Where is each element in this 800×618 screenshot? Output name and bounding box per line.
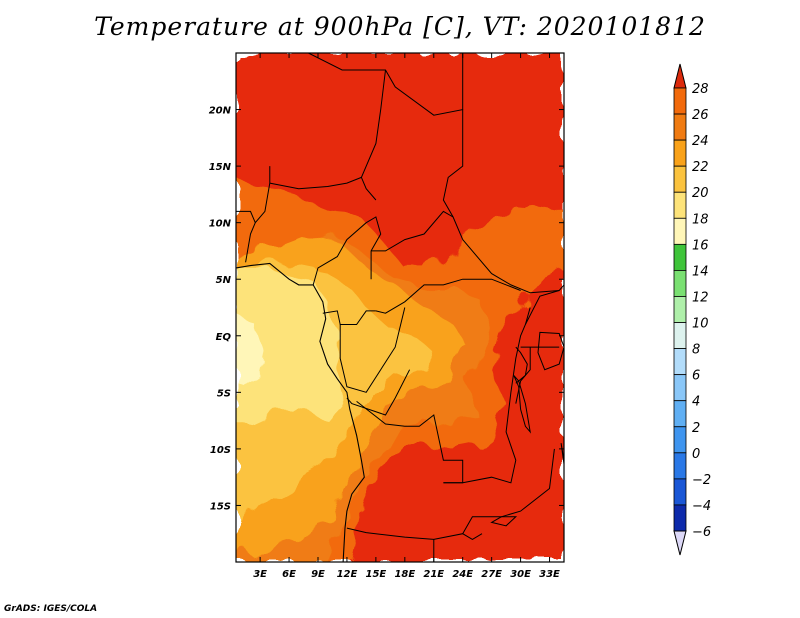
colorbar-label: 12 — [692, 290, 709, 305]
colorbar-label: 20 — [692, 186, 709, 201]
y-tick-label: 5S — [217, 388, 231, 399]
colorbar-label: 28 — [692, 82, 709, 97]
y-tick-label: 10S — [210, 445, 231, 456]
x-tick-label: 3E — [253, 569, 267, 580]
colorbar-swatch — [673, 87, 687, 115]
colorbar-label: 10 — [692, 317, 709, 332]
colorbar-label: 6 — [692, 369, 700, 384]
country-border — [312, 216, 382, 286]
y-tick-label: 15S — [210, 501, 231, 512]
x-tick-label: 9E — [311, 569, 325, 580]
colorbar-label: 2 — [692, 421, 700, 436]
colorbar-over-triangle — [673, 63, 687, 89]
country-border — [375, 278, 521, 314]
lake-outline — [537, 331, 564, 371]
temp-region-5 — [236, 267, 347, 427]
map-title: Temperature at 900hPa [C], VT: 202010181… — [94, 12, 706, 41]
colorbar-swatch — [673, 217, 687, 245]
colorbar-label: −6 — [692, 525, 711, 540]
country-border — [356, 401, 464, 484]
country-border — [515, 346, 528, 384]
colorbar-swatch — [673, 296, 687, 323]
y-tick-label: 5N — [216, 275, 232, 286]
colorbar-label: 24 — [692, 134, 709, 149]
country-border — [339, 307, 406, 393]
colorbar-label: 4 — [692, 395, 700, 410]
x-tick-label: 33E — [539, 569, 560, 580]
colorbar-label: 16 — [692, 238, 709, 253]
colorbar-swatch — [673, 504, 687, 532]
colorbar-label: 26 — [692, 108, 709, 123]
x-tick-label: 24E — [452, 569, 473, 580]
x-tick-label: 12E — [337, 569, 358, 580]
x-tick-label: 21E — [423, 569, 444, 580]
country-border — [346, 369, 411, 416]
colorbar-swatch — [673, 426, 687, 454]
country-border — [236, 210, 256, 223]
coastline — [236, 262, 365, 562]
colorbar-label: −2 — [692, 473, 711, 488]
country-border — [360, 69, 386, 201]
colorbar-swatch — [673, 374, 687, 402]
country-borders — [236, 53, 564, 562]
colorbar-label: 18 — [692, 212, 709, 227]
country-border — [371, 210, 454, 252]
colorbar-swatch — [673, 113, 687, 141]
colorbar-label: 8 — [692, 343, 700, 358]
country-border — [442, 109, 464, 240]
x-tick-label: 18E — [394, 569, 415, 580]
colorbar-label: 22 — [692, 160, 709, 175]
colorbar-under-triangle — [673, 530, 687, 556]
map-frame — [235, 52, 565, 563]
x-tick-label: 6E — [282, 569, 296, 580]
x-tick-label: 30E — [510, 569, 531, 580]
colorbar-swatch — [673, 165, 687, 193]
colorbar-swatch — [673, 139, 687, 167]
y-tick-label: 10N — [209, 219, 232, 230]
x-tick-label: 15E — [366, 569, 387, 580]
colorbar-swatch — [673, 452, 687, 480]
credit-text: GrADS: IGES/COLA — [4, 604, 98, 614]
colorbar-swatch — [673, 400, 687, 428]
colorbar-swatch — [673, 191, 687, 219]
country-border — [245, 166, 271, 263]
country-border — [443, 307, 531, 484]
temperature-field — [236, 53, 564, 562]
axis-ticks: 3E 6E 9E 12E 15E 18E 21E 24E 27E 30E 33E 20N 15N 10N 5… — [209, 53, 564, 580]
lake-outline — [490, 516, 518, 527]
country-border — [322, 310, 376, 325]
country-border — [515, 347, 531, 404]
y-tick-label: 20N — [209, 106, 232, 117]
x-tick-label: 27E — [481, 569, 502, 580]
temp-region-6 — [236, 313, 265, 387]
country-border — [462, 448, 555, 534]
y-tick-label: EQ — [216, 332, 232, 343]
colorbar-swatch — [673, 243, 687, 271]
colorbar-swatch — [673, 322, 687, 349]
y-tick-label: 15N — [209, 162, 232, 173]
country-border — [462, 239, 564, 294]
colorbar-swatch — [673, 478, 687, 506]
country-border — [269, 176, 362, 190]
colorbar-label: 14 — [692, 264, 709, 279]
colorbar-label: 0 — [692, 447, 700, 462]
lake-outline — [513, 375, 531, 434]
country-border — [524, 290, 560, 325]
colorbar-label: −4 — [692, 499, 711, 514]
colorbar-swatch — [673, 348, 687, 376]
colorbar-swatch — [673, 270, 687, 297]
